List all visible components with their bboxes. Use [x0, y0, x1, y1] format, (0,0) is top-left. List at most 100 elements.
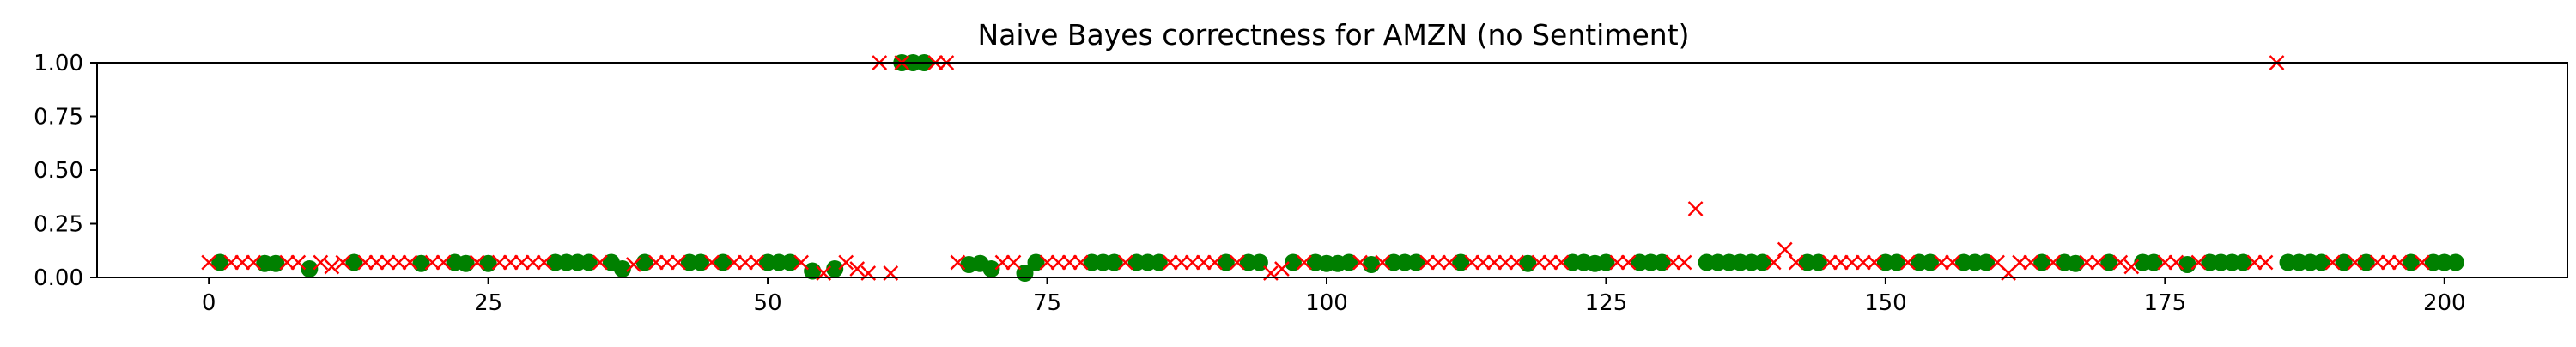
- data-point-correct: [2312, 253, 2330, 271]
- data-point-incorrect: [1609, 254, 1625, 271]
- data-point-incorrect: [1821, 254, 1838, 271]
- data-point-incorrect: [2257, 254, 2274, 271]
- data-point-incorrect: [469, 254, 485, 271]
- data-point-correct: [1978, 253, 1996, 271]
- data-point-incorrect: [1676, 254, 1692, 271]
- data-point-incorrect: [738, 254, 753, 271]
- data-point-incorrect: [368, 254, 385, 271]
- x-tick-label: 25: [474, 290, 502, 316]
- data-point-incorrect: [424, 254, 440, 271]
- data-point-incorrect: [2246, 254, 2263, 271]
- data-point-incorrect: [1531, 254, 1547, 271]
- data-point-correct: [2335, 253, 2353, 271]
- x-tick-label: 75: [1033, 290, 1061, 316]
- data-point-incorrect: [671, 254, 686, 271]
- data-point-incorrect: [1788, 254, 1804, 271]
- data-point-incorrect: [1945, 254, 1960, 271]
- data-point-incorrect: [1832, 254, 1849, 271]
- data-point-correct: [1150, 253, 1168, 271]
- data-point-correct: [1284, 253, 1302, 271]
- x-tick-label: 0: [202, 290, 216, 316]
- data-point-incorrect: [1061, 254, 1078, 271]
- x-tick-label: 200: [2423, 290, 2466, 316]
- data-point-correct: [457, 254, 475, 272]
- data-point-correct: [2145, 253, 2163, 271]
- data-point-incorrect: [1431, 254, 1447, 271]
- data-point-correct: [345, 253, 363, 271]
- data-point-incorrect: [1856, 254, 1871, 271]
- data-point-correct: [1753, 253, 1771, 271]
- data-point-incorrect: [1005, 254, 1022, 271]
- data-point-incorrect: [1173, 254, 1189, 271]
- data-point-correct: [2357, 253, 2375, 271]
- data-point-incorrect: [2112, 254, 2129, 271]
- data-point-correct: [1597, 253, 1615, 271]
- data-point-incorrect: [1765, 254, 1782, 271]
- data-point-incorrect: [1486, 254, 1503, 271]
- data-point-incorrect: [1620, 254, 1637, 271]
- data-point-incorrect: [704, 254, 720, 271]
- data-point-incorrect: [2380, 254, 2397, 271]
- data-point-incorrect: [491, 254, 507, 271]
- data-point-incorrect: [2168, 254, 2184, 271]
- data-point-incorrect: [1442, 254, 1458, 271]
- data-point-incorrect: [994, 254, 1011, 271]
- data-point-incorrect: [1072, 254, 1089, 271]
- data-point-incorrect: [592, 254, 608, 271]
- data-point-incorrect: [626, 257, 641, 272]
- data-point-incorrect: [313, 254, 329, 271]
- data-point-incorrect: [1229, 254, 1245, 271]
- data-point-incorrect: [1297, 254, 1312, 271]
- data-point-incorrect: [1777, 241, 1793, 258]
- data-point-correct: [2234, 253, 2252, 271]
- data-point-incorrect: [1274, 261, 1290, 277]
- data-point-correct: [1027, 253, 1045, 271]
- data-point-correct: [1217, 253, 1235, 271]
- data-point-incorrect: [1117, 254, 1133, 271]
- data-point-incorrect: [1419, 254, 1436, 271]
- data-point-incorrect: [1934, 254, 1949, 271]
- data-point-incorrect: [335, 254, 351, 271]
- data-point-incorrect: [1050, 254, 1066, 271]
- data-point-correct: [1519, 254, 1537, 272]
- data-point-incorrect: [1039, 254, 1055, 271]
- data-point-correct: [691, 253, 709, 271]
- data-point-correct: [1653, 253, 1671, 271]
- x-tick-label: 150: [1864, 290, 1907, 316]
- x-tick-label: 50: [754, 290, 782, 316]
- data-point-correct: [211, 253, 229, 271]
- data-point-incorrect: [380, 254, 396, 271]
- data-point-incorrect: [1867, 254, 1882, 271]
- y-tick-label: 0.00: [33, 265, 83, 291]
- data-point-incorrect: [749, 254, 764, 271]
- data-point-correct: [1407, 253, 1425, 271]
- data-point-correct: [781, 253, 799, 271]
- data-point-incorrect: [2045, 254, 2062, 271]
- data-point-incorrect: [838, 254, 854, 271]
- data-point-incorrect: [2347, 254, 2363, 271]
- data-point-incorrect: [1184, 254, 1200, 271]
- data-point-correct: [1340, 253, 1358, 271]
- x-tick-label: 125: [1585, 290, 1628, 316]
- data-point-incorrect: [201, 254, 217, 271]
- data-point-incorrect: [2157, 254, 2173, 271]
- data-point-correct: [826, 260, 844, 277]
- data-point-incorrect: [279, 254, 295, 271]
- data-point-incorrect: [290, 254, 307, 271]
- data-point-incorrect: [2023, 254, 2038, 271]
- data-point-incorrect: [2391, 254, 2408, 271]
- data-point-correct: [301, 260, 319, 277]
- data-point-incorrect: [648, 254, 664, 271]
- y-tick-label: 0.25: [33, 212, 83, 238]
- data-point-incorrect: [2090, 254, 2106, 271]
- data-point-incorrect: [513, 254, 530, 271]
- data-point-correct: [613, 260, 631, 277]
- data-point-incorrect: [849, 261, 866, 277]
- data-point-incorrect: [1665, 254, 1681, 271]
- y-tick-label: 0.75: [33, 105, 83, 131]
- data-point-incorrect: [793, 254, 809, 271]
- data-point-correct: [2033, 253, 2051, 271]
- data-point-incorrect: [223, 254, 240, 271]
